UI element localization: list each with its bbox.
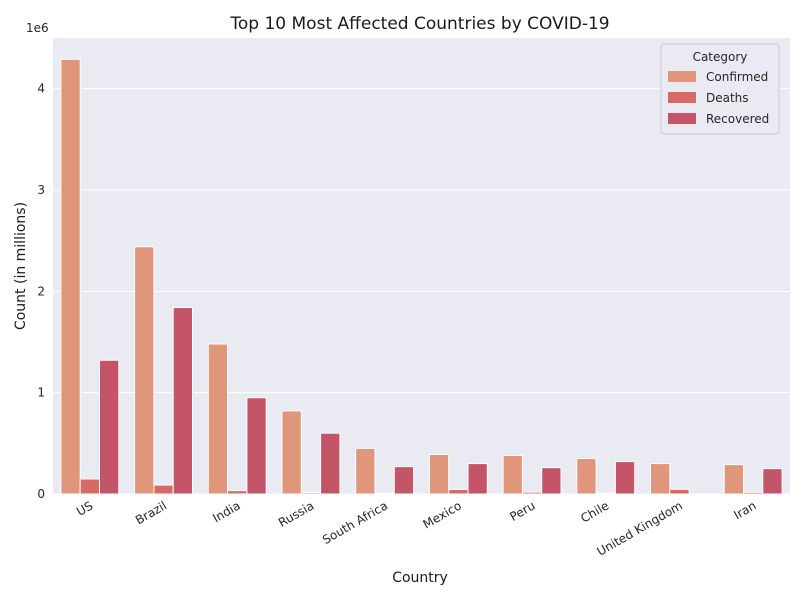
x-tick-label: Chile [578,498,611,525]
x-tick-labels: US Brazil India Russia South Africa Mexico Per… [74,498,759,558]
bar-deaths [374,492,395,495]
y-tick-label: 2 [37,284,45,298]
bar-deaths [595,492,616,495]
bar-recovered [172,307,193,495]
bar-deaths [448,488,469,495]
x-tick-label: Russia [276,498,316,529]
y-axis-label: Count (in millions) [13,202,29,330]
x-tick-label: Peru [507,498,537,523]
bar-recovered [762,468,783,495]
y-tick-label: 3 [37,183,45,197]
bars [60,58,783,495]
bar-recovered [467,463,488,495]
bar-deaths [227,490,248,495]
bar-confirmed [355,447,376,495]
bar-recovered [393,466,415,495]
bar-confirmed [428,453,450,495]
bar-confirmed [502,454,523,495]
bar-recovered [99,359,120,495]
legend-box [660,43,780,135]
x-tick-label: Mexico [421,498,464,531]
bar-deaths [669,488,690,495]
legend-swatch [668,113,696,124]
bar-confirmed [60,58,81,495]
bar-confirmed [281,410,302,495]
chart-title: Top 10 Most Affected Countries by COVID-… [229,14,609,34]
x-tick-label: US [74,498,95,518]
bar-deaths [521,491,543,495]
x-tick-label: Iran [731,498,758,522]
y-tick-labels: 0 1 2 3 4 [37,82,45,501]
y-offset-label: 1e6 [26,21,49,35]
legend-swatch [668,71,696,82]
bar-confirmed [134,246,155,495]
bar-recovered [246,397,267,495]
legend-label: Confirmed [706,70,768,84]
bar-confirmed [207,343,229,495]
x-axis-label: Country [392,570,448,586]
legend-items: Confirmed Deaths Recovered [668,70,769,126]
bar-recovered [614,461,636,495]
legend-title: Category [693,50,748,64]
x-tick-label: Brazil [133,498,169,527]
legend-swatch [668,92,696,103]
y-tick-label: 0 [37,487,45,501]
legend: Category Confirmed Deaths Recovered [660,43,780,135]
x-tick-label: India [210,498,243,525]
legend-label: Deaths [706,91,749,105]
bar-recovered [320,432,341,495]
bar-deaths [153,484,174,495]
y-tick-label: 4 [37,82,45,96]
bar-confirmed [576,458,597,495]
bar-deaths [743,491,764,495]
bar-deaths [79,478,100,495]
x-tick-label: South Africa [320,498,390,547]
y-tick-label: 1 [37,386,45,400]
bar-deaths [300,492,322,495]
bar-confirmed [650,463,671,495]
bar-confirmed [723,464,745,495]
legend-label: Recovered [706,112,769,126]
bar-recovered [541,467,562,495]
